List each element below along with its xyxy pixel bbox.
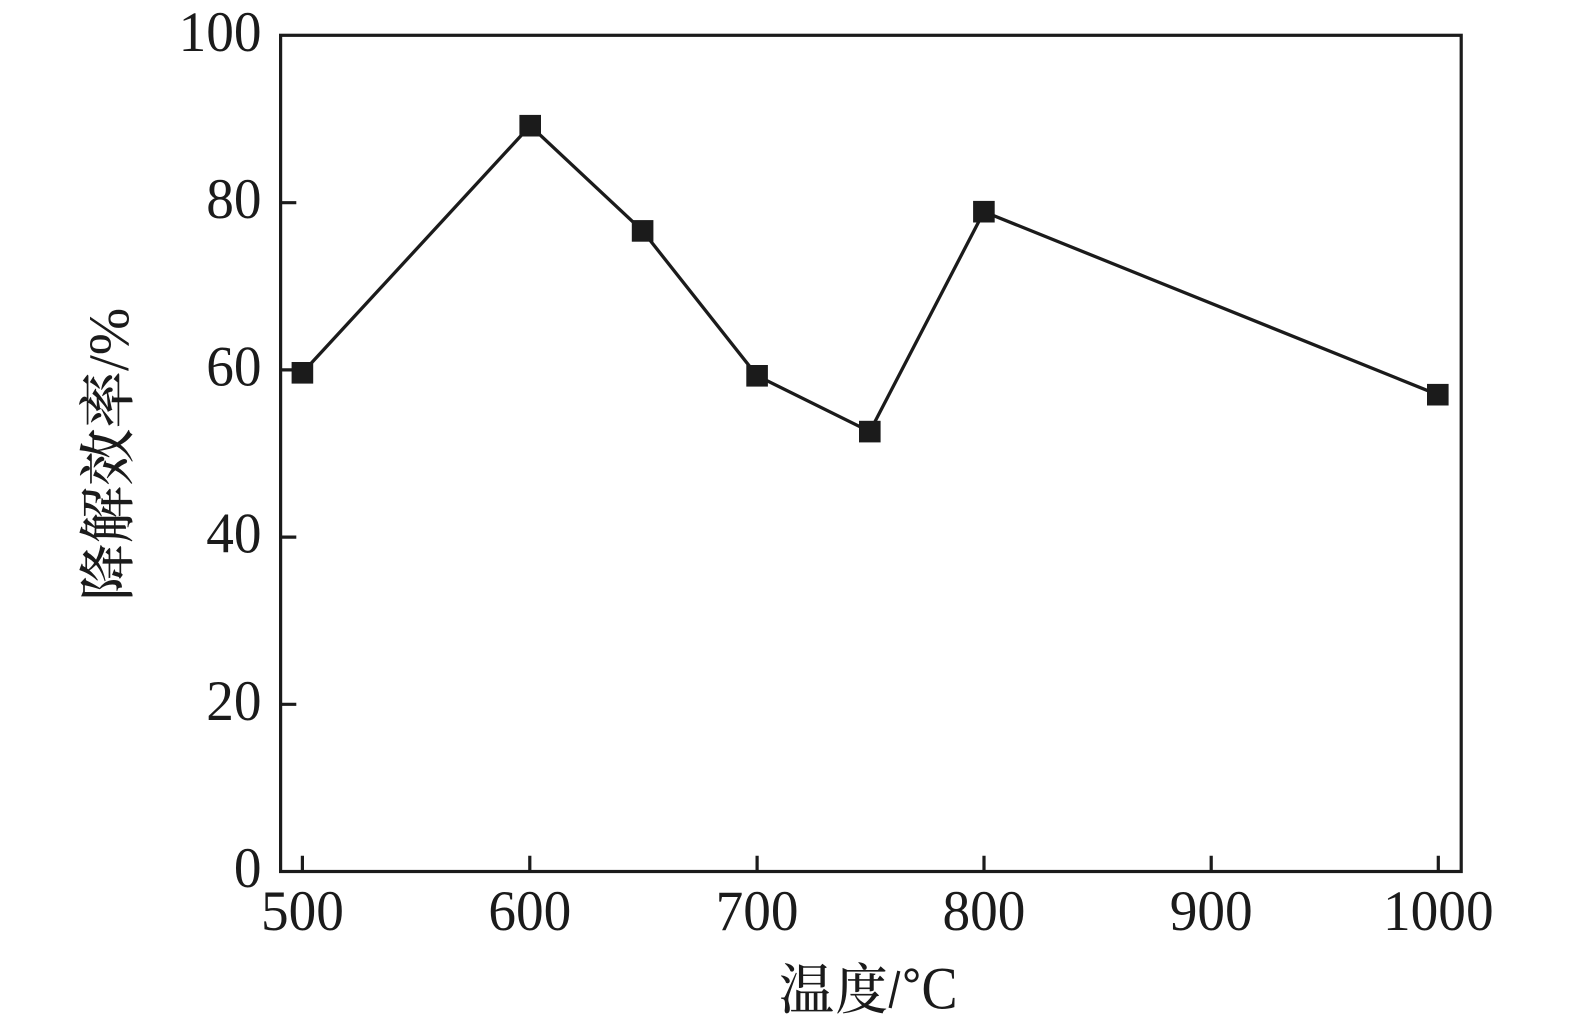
svg-text:600: 600 xyxy=(488,880,571,943)
svg-text:60: 60 xyxy=(206,336,261,399)
svg-text:0: 0 xyxy=(234,837,262,900)
svg-text:800: 800 xyxy=(943,880,1026,943)
svg-text:900: 900 xyxy=(1170,880,1253,943)
svg-text:1000: 1000 xyxy=(1383,880,1494,943)
svg-text:40: 40 xyxy=(206,503,261,566)
svg-text:C: C xyxy=(922,956,958,1022)
svg-text:100: 100 xyxy=(179,1,262,64)
svg-text:700: 700 xyxy=(716,880,799,943)
svg-text:80: 80 xyxy=(206,168,261,231)
svg-text:20: 20 xyxy=(206,670,261,733)
svg-text:500: 500 xyxy=(261,880,344,943)
svg-text:/%: /% xyxy=(78,308,141,371)
